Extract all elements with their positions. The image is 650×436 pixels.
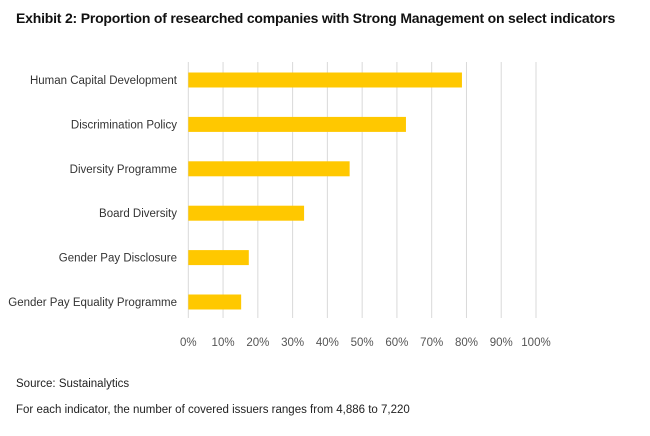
y-category-label: Gender Pay Disclosure	[59, 253, 177, 265]
y-category-label: Human Capital Development	[30, 75, 178, 87]
chart-title: Exhibit 2: Proportion of researched comp…	[16, 10, 616, 26]
footnote: For each indicator, the number of covere…	[16, 404, 410, 416]
source-note: Source: Sustainalytics	[16, 378, 130, 390]
x-tick-label: 60%	[385, 337, 408, 349]
bar	[188, 250, 249, 266]
y-category-label: Board Diversity	[99, 208, 177, 220]
x-tick-label: 40%	[316, 337, 339, 349]
x-tick-label: 0%	[180, 337, 197, 349]
bar	[188, 72, 462, 88]
x-tick-label: 100%	[521, 337, 550, 349]
y-category-label: Gender Pay Equality Programme	[8, 297, 177, 309]
bar	[188, 294, 242, 310]
x-tick-label: 20%	[246, 337, 269, 349]
x-tick-label: 90%	[490, 337, 513, 349]
bar	[188, 205, 305, 221]
x-tick-label: 30%	[281, 337, 304, 349]
y-category-label: Discrimination Policy	[71, 119, 177, 131]
y-category-label: Diversity Programme	[70, 164, 177, 176]
x-tick-label: 10%	[212, 337, 235, 349]
x-tick-label: 80%	[455, 337, 478, 349]
x-tick-label: 70%	[420, 337, 443, 349]
bar	[188, 116, 406, 132]
bar	[188, 161, 350, 177]
x-tick-label: 50%	[351, 337, 374, 349]
